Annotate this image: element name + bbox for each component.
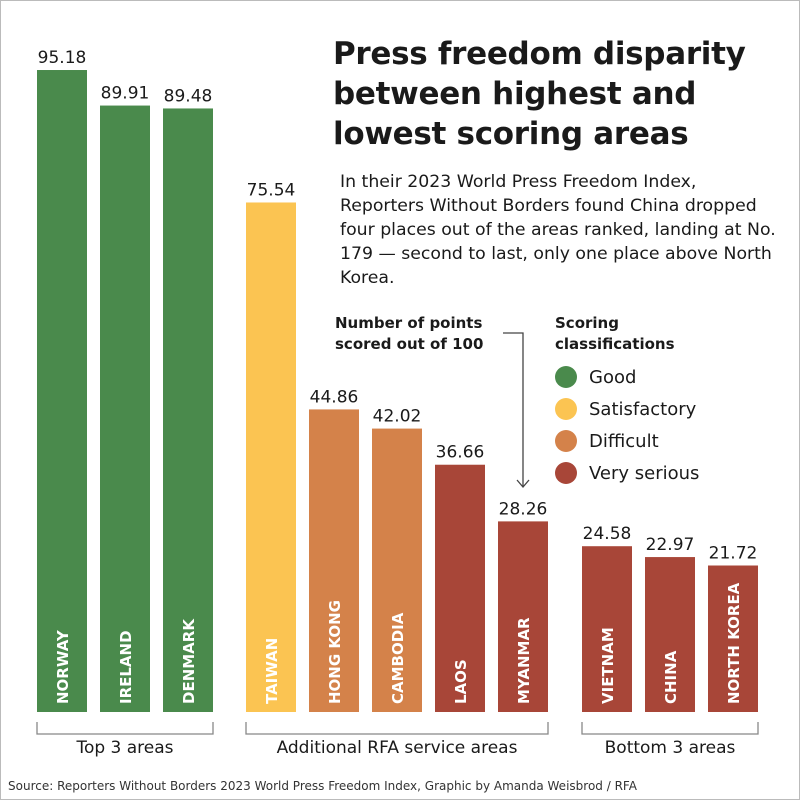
legend-label: Difficult — [589, 430, 659, 452]
value-label: 95.18 — [38, 48, 87, 68]
points-note: Number of points scored out of 100 — [335, 314, 484, 353]
bar — [645, 557, 695, 712]
category-label: HONG KONG — [326, 600, 344, 704]
bar — [435, 464, 485, 712]
group-label: Top 3 areas — [76, 738, 174, 758]
legend: Scoring classifications Good Satisfactory… — [555, 313, 705, 489]
category-label: LAOS — [452, 659, 470, 704]
category-label: VIETNAM — [599, 627, 617, 704]
category-label: CAMBODIA — [389, 612, 407, 704]
value-label: 42.02 — [373, 407, 422, 427]
legend-item: Very serious — [555, 457, 705, 489]
bar — [708, 565, 758, 712]
category-label: IRELAND — [117, 630, 135, 704]
category-label: NORWAY — [54, 629, 72, 704]
value-label: 22.97 — [646, 535, 695, 555]
bar — [582, 546, 632, 712]
value-label: 44.86 — [310, 387, 359, 407]
value-label: 24.58 — [583, 524, 632, 544]
bar — [37, 70, 87, 712]
legend-swatch-icon — [555, 366, 577, 388]
legend-label: Good — [589, 366, 637, 388]
category-label: MYANMAR — [515, 617, 533, 704]
bar — [309, 409, 359, 712]
bar — [246, 202, 296, 712]
value-label: 36.66 — [436, 443, 485, 463]
bar — [100, 105, 150, 712]
legend-label: Very serious — [589, 462, 700, 484]
group-bracket — [245, 722, 549, 735]
arrow-head-icon — [516, 479, 530, 488]
group-bracket — [581, 722, 759, 735]
source-note: Source: Reporters Without Borders 2023 W… — [8, 779, 637, 793]
legend-swatch-icon — [555, 462, 577, 484]
value-label: 21.72 — [709, 543, 758, 563]
legend-swatch-icon — [555, 398, 577, 420]
value-label: 89.91 — [101, 84, 150, 104]
value-label: 75.54 — [247, 180, 296, 200]
legend-item: Satisfactory — [555, 393, 705, 425]
legend-swatch-icon — [555, 430, 577, 452]
category-label: TAIWAN — [263, 638, 281, 704]
value-label: 28.26 — [499, 499, 548, 519]
arrow-line — [503, 332, 524, 486]
category-label: NORTH KOREA — [725, 582, 743, 704]
legend-title: Scoring classifications — [555, 314, 675, 353]
value-label: 89.48 — [164, 86, 213, 106]
group-label: Additional RFA service areas — [276, 738, 518, 758]
chart-title: Press freedom disparity between highest … — [333, 36, 746, 152]
bar — [163, 108, 213, 712]
category-label: CHINA — [662, 650, 680, 704]
legend-label: Satisfactory — [589, 398, 697, 420]
bar — [372, 428, 422, 712]
legend-item: Difficult — [555, 425, 705, 457]
category-label: DENMARK — [180, 618, 198, 704]
legend-item: Good — [555, 361, 705, 393]
bar — [498, 521, 548, 712]
chart-description: In their 2023 World Press Freedom Index,… — [340, 172, 776, 288]
group-bracket — [36, 722, 214, 735]
group-label: Bottom 3 areas — [604, 738, 736, 758]
